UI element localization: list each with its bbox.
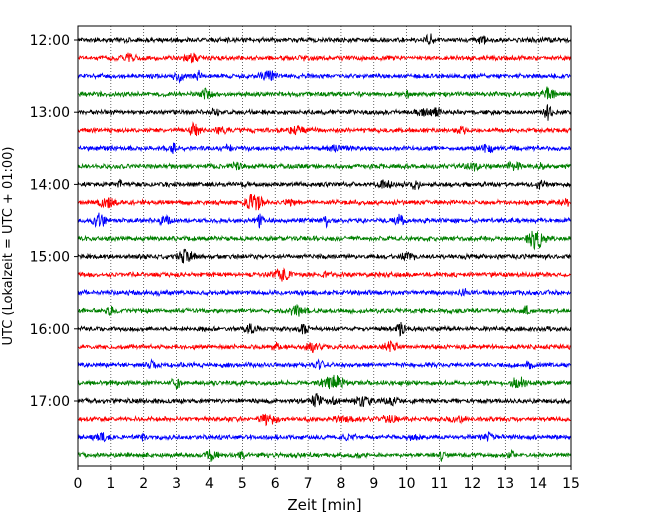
x-tick-label: 13 [496,476,514,492]
y-axis-label: UTC (Lokalzeit = UTC + 01:00) [1,147,16,346]
trace-1630 [77,358,572,370]
trace-1330 [77,142,572,154]
x-tick-label: 4 [205,476,214,492]
vertical-grid [110,26,539,466]
trace-1600 [77,322,572,337]
trace-1745 [77,448,572,463]
trace-1230 [77,69,572,84]
x-axis: 0 1 2 3 4 5 6 7 8 9 10 11 12 13 14 15 [74,466,580,492]
y-tick-label: 14:00 [30,177,70,193]
y-tick-label: 15:00 [30,250,70,266]
x-tick-label: 0 [74,476,83,492]
trace-1215 [77,52,572,64]
trace-1200 [77,33,572,46]
x-tick-label: 10 [398,476,416,492]
x-tick-label: 12 [463,476,481,492]
x-tick-label: 1 [106,476,115,492]
trace-1500 [77,248,572,264]
y-axis: 12:00 13:00 14:00 15:00 16:00 17:00 [30,33,78,410]
trace-1545 [77,304,572,317]
trace-1715 [77,413,572,427]
trace-1400 [77,178,572,191]
x-tick-label: 6 [271,476,280,492]
trace-1615 [77,340,572,354]
trace-1645 [77,374,572,390]
plot-frame [77,25,572,467]
trace-1515 [77,267,572,282]
trace-1415 [77,193,572,211]
trace-1445 [77,230,572,251]
x-tick-label: 7 [304,476,313,492]
trace-1300 [77,104,572,121]
x-tick-label: 2 [139,476,148,492]
trace-1245 [77,86,572,100]
trace-1730 [77,431,572,443]
trace-1315 [77,121,572,137]
trace-1430 [77,212,572,229]
x-tick-label: 11 [431,476,449,492]
x-tick-label: 5 [238,476,247,492]
trace-1700 [77,393,572,408]
y-tick-label: 17:00 [30,394,70,410]
x-tick-label: 9 [369,476,378,492]
x-tick-label: 15 [562,476,580,492]
y-tick-label: 12:00 [30,33,70,49]
y-tick-label: 13:00 [30,105,70,121]
traces-group [77,33,572,463]
x-axis-label: Zeit [min] [287,496,361,514]
x-tick-label: 8 [336,476,345,492]
trace-1345 [77,160,572,172]
y-tick-label: 16:00 [30,322,70,338]
trace-1530 [77,288,572,297]
x-tick-label: 14 [529,476,547,492]
x-tick-label: 3 [172,476,181,492]
